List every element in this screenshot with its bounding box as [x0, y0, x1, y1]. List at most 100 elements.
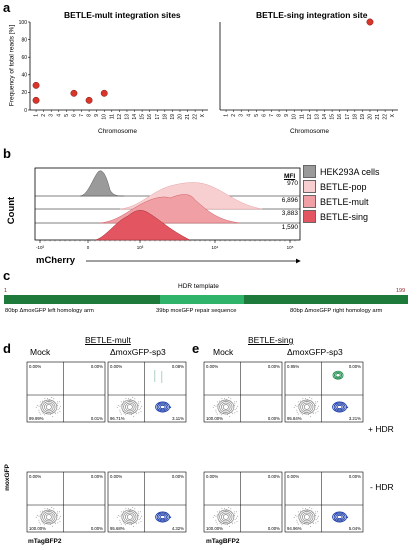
quadrant-ur: 0.08% [172, 364, 184, 369]
event-dot [46, 522, 48, 524]
x-tick-label: 10 [292, 114, 298, 120]
plot-frame [26, 471, 106, 533]
event-dot [134, 400, 136, 402]
event-dot [213, 404, 215, 406]
event-dot [293, 516, 295, 518]
hist-hek293a [79, 170, 125, 197]
event-dot [234, 515, 236, 517]
event-dot [128, 413, 130, 415]
event-dot [312, 413, 314, 415]
event-dot [215, 411, 217, 413]
event-dot [233, 511, 235, 513]
event-dot [315, 412, 317, 414]
density-contour-green [332, 370, 344, 380]
event-dot [231, 512, 233, 514]
event-dot [297, 404, 299, 406]
event-dot [122, 513, 124, 515]
event-dot-blue [347, 407, 349, 409]
event-dot [302, 397, 304, 399]
y-tick-label: 20 [21, 90, 27, 96]
x-tick-label: 4 [56, 114, 62, 117]
flow-plot: 0.95% 0.00% 95.84% 3.21% [284, 361, 364, 423]
event-dot [138, 403, 140, 405]
event-dot [117, 514, 119, 516]
quadrant-ur: 0.00% [349, 474, 361, 479]
density-contour [300, 401, 314, 413]
event-dot [219, 522, 221, 524]
event-dot [56, 401, 58, 403]
event-dot [236, 411, 238, 413]
panel-e-group: BETLE-sing [248, 335, 294, 345]
event-dot [217, 518, 219, 520]
event-dot [226, 398, 228, 400]
event-dot [44, 510, 46, 512]
panel-e-letter: e [192, 341, 200, 356]
event-dot-blue [159, 402, 161, 404]
event-dot [298, 518, 300, 520]
event-dot [304, 508, 306, 510]
event-dot [50, 524, 52, 526]
event-dot [50, 414, 52, 416]
density-contour [302, 512, 312, 522]
event-dot [141, 515, 143, 517]
density-contour [45, 404, 52, 410]
event-dot [315, 513, 317, 515]
event-dot [47, 523, 49, 525]
event-dot [135, 512, 137, 514]
event-dot [298, 408, 300, 410]
event-dot-blue [336, 512, 338, 514]
event-dot [130, 508, 132, 510]
event-dot [219, 412, 221, 414]
event-dot [38, 519, 40, 521]
density-contour-blue [156, 512, 169, 522]
plot-frame [107, 471, 187, 533]
hdr-right-arm: 80bp ΔmoxGFP right homology arm [290, 308, 383, 314]
x-tick-label: 10⁵ [287, 245, 294, 250]
event-dot [221, 510, 223, 512]
event-dot [56, 406, 58, 408]
event-dot-green [161, 379, 163, 381]
hdr-left-arm: 80bp ΔmoxGFP left homology arm [5, 308, 94, 314]
event-dot [296, 519, 298, 521]
flow-plot: 0.00% 0.00% 100.00% 0.00% [26, 471, 106, 533]
event-dot [311, 510, 313, 512]
event-dot-blue [170, 407, 172, 409]
x-tick-label: 12 [307, 114, 313, 120]
density-contour-blue [335, 513, 345, 521]
event-dot-green [154, 374, 156, 376]
panel-b-letter: b [3, 146, 11, 161]
event-dot [119, 515, 121, 517]
event-dot [54, 521, 56, 523]
flow-plot: 0.00% 0.00% 100.00% 0.00% [203, 361, 283, 423]
event-dot [133, 415, 135, 417]
event-dot [296, 405, 298, 407]
event-dot [42, 510, 44, 512]
mfi-value: 1,590 [281, 224, 298, 231]
event-dot [318, 515, 320, 517]
event-dot [300, 400, 302, 402]
x-tick-label: 5 [254, 114, 260, 117]
event-dot [304, 398, 306, 400]
event-dot-blue [334, 409, 336, 411]
panel-d-group: BETLE-mult [85, 335, 131, 345]
event-dot [229, 521, 231, 523]
x-tick-label: 2 [231, 114, 237, 117]
event-dot [119, 521, 121, 523]
mfi-value: 970 [287, 180, 298, 187]
panel-e-xlabel: mTagBFP2 [206, 538, 240, 545]
quadrant-ll: 96.71% [110, 416, 125, 421]
event-dot [215, 521, 217, 523]
event-dot [302, 510, 304, 512]
event-dot [223, 412, 225, 414]
event-dot [44, 397, 46, 399]
density-contour [125, 402, 135, 412]
x-tick-label: 14 [322, 114, 328, 120]
event-dot [233, 401, 235, 403]
event-dot [125, 507, 127, 509]
quadrant-ll: 94.96% [287, 526, 302, 531]
density-contour [303, 404, 310, 410]
quadrant-ll: 95.68% [110, 526, 125, 531]
event-dot [47, 413, 49, 415]
event-dot [59, 407, 61, 409]
legend-label: HEK293A cells [320, 166, 380, 177]
